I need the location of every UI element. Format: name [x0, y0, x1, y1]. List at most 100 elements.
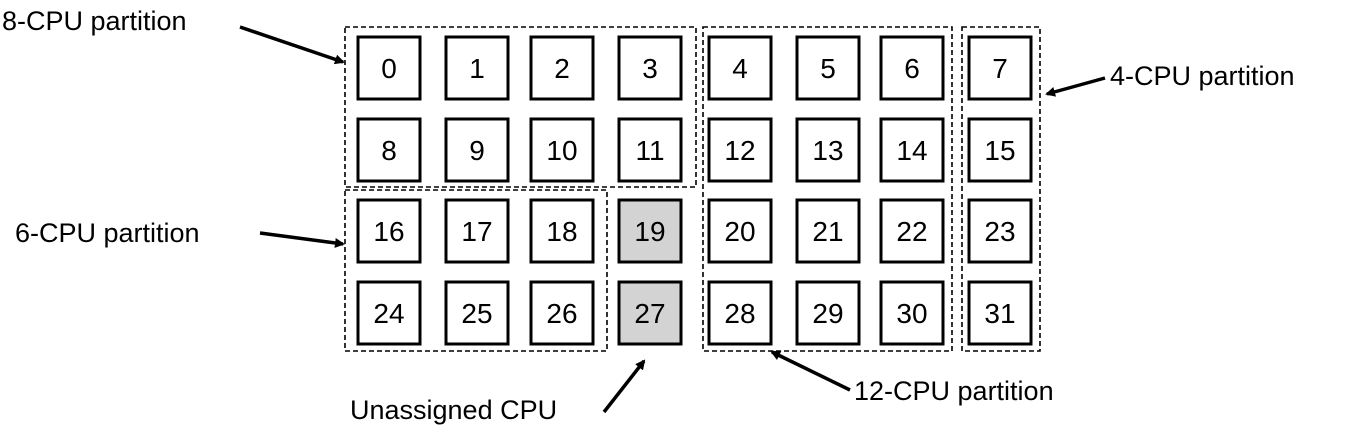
- cpu-label: 24: [373, 298, 404, 329]
- cpu-label: 0: [381, 53, 397, 84]
- cpu-12: 12: [707, 117, 773, 183]
- cpu-label: 6: [904, 53, 920, 84]
- partition-4-border: [961, 26, 1041, 352]
- cpu-box: [617, 35, 683, 101]
- cpu-box: [707, 198, 773, 264]
- cpu-box: [795, 117, 861, 183]
- cpu-9: 9: [444, 117, 510, 183]
- cpu-18: 18: [529, 198, 595, 264]
- cpu-26: 26: [529, 280, 595, 346]
- cpu-label: 11: [635, 135, 664, 166]
- cpu-box: [444, 35, 510, 101]
- cpu-box: [529, 280, 595, 346]
- cpu-box: [967, 198, 1033, 264]
- cpu-28: 28: [707, 280, 773, 346]
- cpu-7: 7: [967, 35, 1033, 101]
- cpu-box: [967, 117, 1033, 183]
- label-12-cpu-partition: 12-CPU partition: [854, 376, 1054, 406]
- cpu-box: [356, 280, 422, 346]
- cpu-label: 27: [634, 298, 665, 329]
- cpu-label: 7: [992, 53, 1008, 84]
- cpu-label: 17: [461, 216, 492, 247]
- cpu-27: 27: [617, 280, 683, 346]
- label-8-cpu-partition: 8-CPU partition: [2, 6, 187, 36]
- cpu-14: 14: [879, 117, 945, 183]
- cpu-31: 31: [967, 280, 1033, 346]
- cpu-15: 15: [967, 117, 1033, 183]
- partition-6-border: [344, 189, 608, 352]
- label-6-cpu-partition: 6-CPU partition: [15, 218, 200, 248]
- cpu-box: [444, 280, 510, 346]
- cpu-21: 21: [795, 198, 861, 264]
- cpu-box: [707, 280, 773, 346]
- cpu-label: 23: [984, 216, 1015, 247]
- cpu-box: [444, 198, 510, 264]
- cpu-30: 30: [879, 280, 945, 346]
- cpu-box-unassigned: [617, 280, 683, 346]
- cpu-label: 21: [812, 216, 843, 247]
- cpu-box: [879, 280, 945, 346]
- cpu-10: 10: [529, 117, 595, 183]
- arrow-12-cpu-partition: [770, 350, 851, 392]
- cpu-box: [879, 117, 945, 183]
- cpu-label: 29: [812, 298, 843, 329]
- cpu-box: [529, 198, 595, 264]
- cpu-5: 5: [795, 35, 861, 101]
- cpu-label: 4: [732, 53, 748, 84]
- cpu-box: [529, 35, 595, 101]
- arrow-6-cpu-partition: [259, 231, 345, 248]
- cpu-label: 20: [724, 216, 755, 247]
- cpu-8: 8: [356, 117, 422, 183]
- arrow-unassigned-cpu: [602, 359, 646, 414]
- cpu-label: 22: [896, 216, 927, 247]
- cpu-4: 4: [707, 35, 773, 101]
- cpu-2: 2: [529, 35, 595, 101]
- cpu-box: [967, 35, 1033, 101]
- cpu-box: [617, 117, 683, 183]
- cpu-label: 13: [812, 135, 843, 166]
- cpu-label: 18: [546, 216, 577, 247]
- cpu-label: 28: [724, 298, 755, 329]
- cpu-11: 11: [617, 117, 683, 183]
- cpu-box: [707, 35, 773, 101]
- cpu-20: 20: [707, 198, 773, 264]
- cpu-label: 12: [724, 135, 755, 166]
- cpu-16: 16: [356, 198, 422, 264]
- arrow-4-cpu-partition: [1045, 76, 1106, 97]
- cpu-box: [795, 35, 861, 101]
- cpu-label: 26: [546, 298, 577, 329]
- cpu-box: [795, 198, 861, 264]
- cpu-box: [879, 35, 945, 101]
- arrow-8-cpu-partition: [239, 25, 345, 65]
- cpu-box-unassigned: [617, 198, 683, 264]
- cpu-box: [444, 117, 510, 183]
- cpu-13: 13: [795, 117, 861, 183]
- cpu-box: [795, 280, 861, 346]
- cpu-label: 8: [381, 135, 397, 166]
- cpu-22: 22: [879, 198, 945, 264]
- label-4-cpu-partition: 4-CPU partition: [1110, 61, 1295, 91]
- cpu-label: 1: [469, 53, 485, 84]
- cpu-label: 5: [820, 53, 836, 84]
- cpu-box: [707, 117, 773, 183]
- cpu-box: [967, 280, 1033, 346]
- cpu-29: 29: [795, 280, 861, 346]
- cpu-label: 9: [469, 135, 485, 166]
- cpu-label: 15: [984, 135, 1015, 166]
- cpu-box: [356, 117, 422, 183]
- cpu-box: [356, 35, 422, 101]
- cpu-label: 3: [642, 53, 658, 84]
- label-unassigned-cpu: Unassigned CPU: [350, 395, 557, 425]
- cpu-label: 10: [546, 135, 577, 166]
- cpu-label: 30: [896, 298, 927, 329]
- cpu-box: [529, 117, 595, 183]
- cpu-box: [356, 198, 422, 264]
- cpu-box: [879, 198, 945, 264]
- cpu-24: 24: [356, 280, 422, 346]
- cpu-3: 3: [617, 35, 683, 101]
- cpu-label: 25: [461, 298, 492, 329]
- cpu-23: 23: [967, 198, 1033, 264]
- cpu-6: 6: [879, 35, 945, 101]
- cpu-label: 19: [634, 216, 665, 247]
